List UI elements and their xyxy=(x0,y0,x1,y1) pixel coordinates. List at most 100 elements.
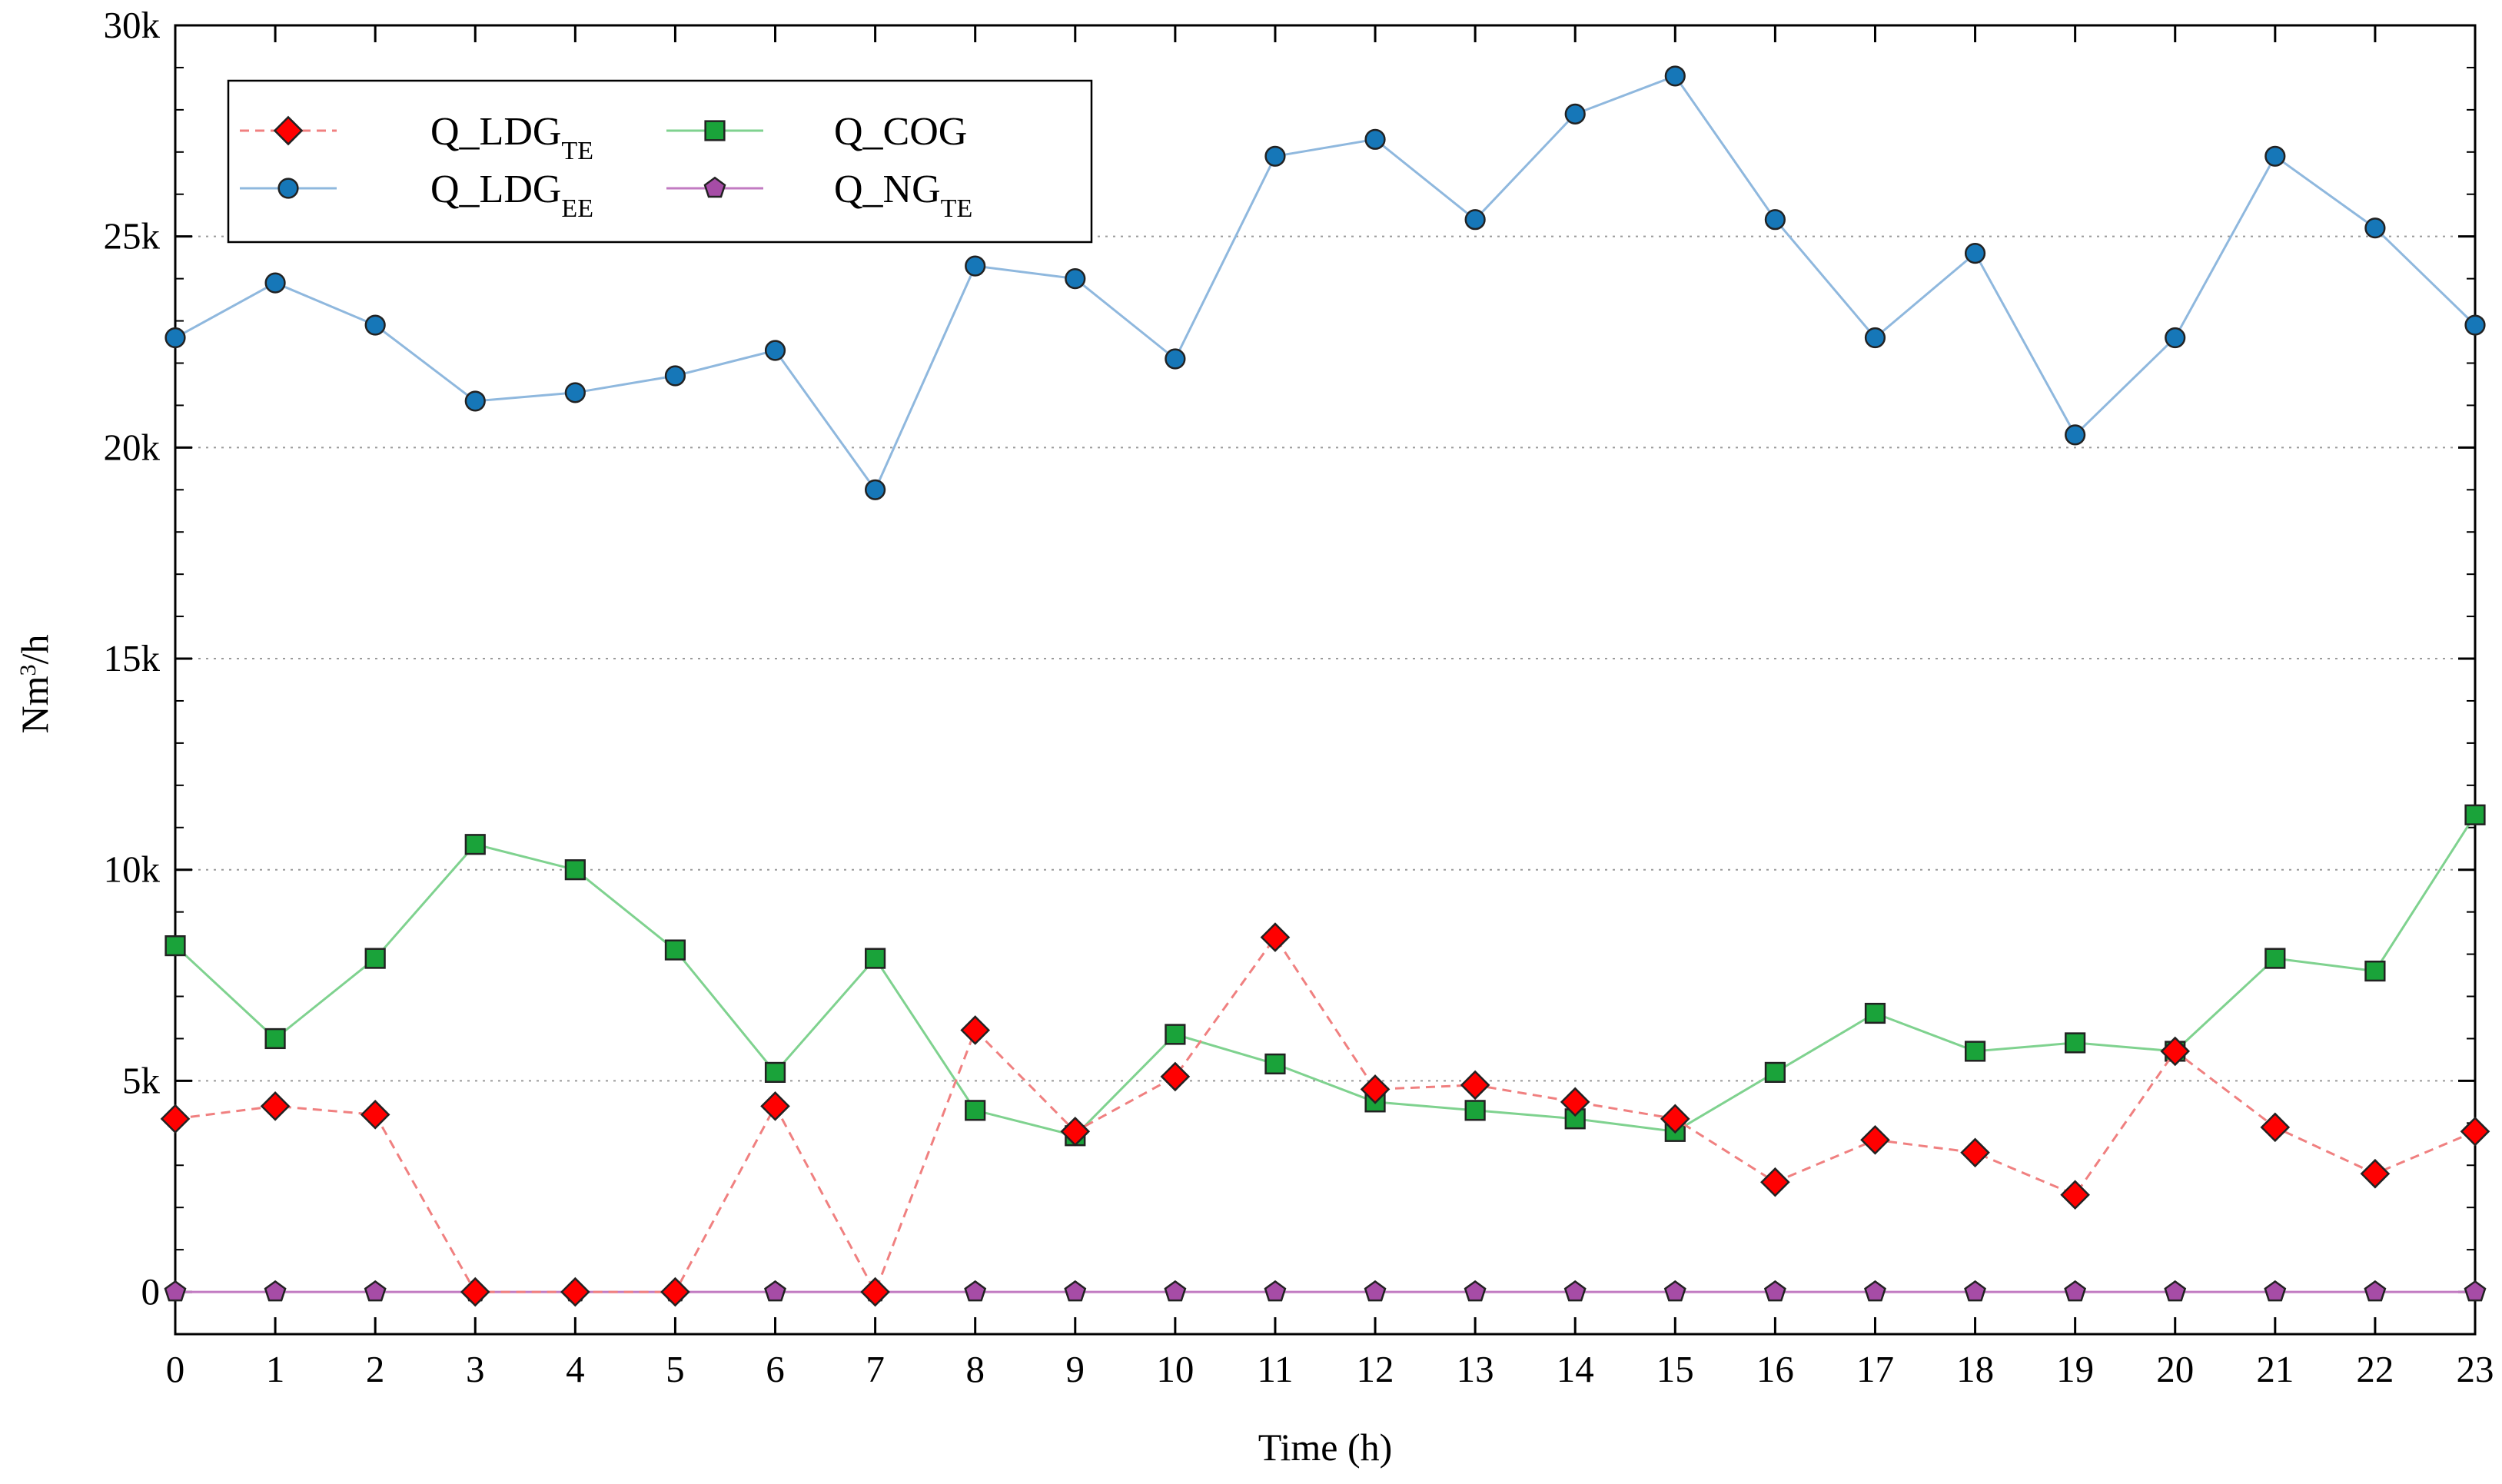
point-ldg_te xyxy=(1860,1124,1890,1155)
x-tick-label: 17 xyxy=(1856,1348,1894,1390)
x-tick-label: 4 xyxy=(566,1348,585,1390)
point-ng_te xyxy=(364,1280,387,1302)
point-ldg_te xyxy=(1660,1104,1690,1134)
point-ldg_te xyxy=(460,1277,490,1307)
y-axis-title-sup: 3 xyxy=(15,664,41,676)
x-tick-label: 14 xyxy=(1557,1348,1594,1390)
x-tick-label: 6 xyxy=(766,1348,785,1390)
point-ldg_te xyxy=(1260,922,1291,952)
point-ng_te xyxy=(1364,1280,1387,1302)
point-ldg_ee xyxy=(1464,209,1486,231)
x-tick-label: 5 xyxy=(666,1348,685,1390)
point-cog xyxy=(1964,1041,1986,1062)
point-ng_te xyxy=(2164,1280,2187,1302)
point-ng_te xyxy=(2064,1280,2087,1302)
legend-item-ng_te: Q_NGTE xyxy=(666,168,972,223)
x-tick-label: 22 xyxy=(2356,1348,2394,1390)
point-ldg_te xyxy=(2160,1036,2191,1067)
point-cog xyxy=(264,1028,286,1050)
point-cog xyxy=(1864,1002,1886,1024)
point-cog xyxy=(564,859,586,881)
x-tick-label: 8 xyxy=(965,1348,985,1390)
point-ng_te xyxy=(1563,1280,1587,1302)
legend-box xyxy=(227,79,1093,244)
plot-frame xyxy=(174,24,2477,1336)
legend-item-cog: Q_COG xyxy=(666,110,967,154)
series-cog xyxy=(164,804,2486,1147)
point-ldg_ee xyxy=(464,390,486,412)
point-cog xyxy=(164,935,186,957)
point-ng_te xyxy=(1064,1280,1087,1302)
y-tick-label: 30k xyxy=(104,4,161,46)
legend-item-ldg_ee: Q_LDGEE xyxy=(240,168,593,223)
point-cog xyxy=(664,939,686,961)
point-ldg_ee xyxy=(264,272,286,294)
point-ldg_te xyxy=(1960,1137,1990,1168)
point-ldg_te xyxy=(2260,1112,2291,1143)
point-ng_te xyxy=(2364,1280,2387,1302)
point-ng_te xyxy=(1964,1280,1986,1302)
point-ldg_ee xyxy=(865,479,886,500)
point-ng_te xyxy=(1864,1280,1886,1302)
x-tick-label: 15 xyxy=(1656,1348,1694,1390)
x-tick-label: 19 xyxy=(2056,1348,2094,1390)
x-tick-label: 21 xyxy=(2256,1348,2294,1390)
point-cog xyxy=(2264,948,2286,969)
point-ldg_ee xyxy=(2364,217,2386,239)
x-tick-label: 12 xyxy=(1357,1348,1394,1390)
x-tick-label: 7 xyxy=(866,1348,885,1390)
series-layer xyxy=(160,65,2490,1307)
point-ng_te xyxy=(764,1280,786,1302)
legend-label-name: Q_NG xyxy=(834,168,941,211)
point-ldg_ee xyxy=(2165,327,2186,349)
x-tick-label: 2 xyxy=(366,1348,385,1390)
x-tick-label: 0 xyxy=(166,1348,185,1390)
point-ldg_ee xyxy=(664,365,686,387)
series-ng_te xyxy=(164,1280,2487,1302)
point-ng_te xyxy=(1763,1280,1786,1302)
series-line-ldg_ee xyxy=(174,75,2477,493)
x-tick-label: 10 xyxy=(1156,1348,1194,1390)
legend-label-subscript: EE xyxy=(561,194,593,223)
point-ldg_te xyxy=(560,1277,590,1307)
point-ldg_te xyxy=(1460,1070,1490,1101)
point-ng_te xyxy=(1663,1280,1686,1302)
point-ldg_te xyxy=(1560,1087,1590,1117)
legend-swatch-marker xyxy=(703,176,726,198)
point-ldg_te xyxy=(260,1091,291,1121)
point-ldg_ee xyxy=(1165,348,1186,370)
point-ldg_te xyxy=(960,1015,991,1045)
point-ng_te xyxy=(964,1280,987,1302)
x-tick-label: 9 xyxy=(1066,1348,1085,1390)
y-axis-title-base: Nm xyxy=(13,676,56,733)
point-ldg_te xyxy=(860,1277,890,1307)
x-tick-label: 3 xyxy=(466,1348,485,1390)
x-tick-label: 13 xyxy=(1457,1348,1494,1390)
point-ldg_ee xyxy=(164,327,186,349)
point-ng_te xyxy=(1464,1280,1487,1302)
legend-swatch-marker xyxy=(704,120,726,141)
legend-label-subscript: TE xyxy=(561,137,593,165)
point-ldg_ee xyxy=(1764,209,1786,231)
point-ldg_te xyxy=(1060,1116,1091,1147)
point-cog xyxy=(2364,960,2386,982)
y-tick-label: 15k xyxy=(104,637,161,679)
series-ldg_te xyxy=(160,922,2490,1307)
x-axis-title: Time (h) xyxy=(1258,1426,1393,1469)
series-line-ldg_te xyxy=(174,935,2476,1295)
point-ng_te xyxy=(1164,1280,1187,1302)
y-axis-title: Nm3/h xyxy=(13,635,56,734)
y-tick-label: 5k xyxy=(122,1059,161,1101)
legend-label: Q_NGTE xyxy=(834,168,972,223)
point-ldg_te xyxy=(1160,1061,1191,1092)
point-cog xyxy=(1165,1024,1186,1045)
point-ldg_te xyxy=(1760,1167,1790,1197)
point-ng_te xyxy=(1264,1280,1287,1302)
point-cog xyxy=(1464,1100,1486,1121)
gridlines xyxy=(175,235,2475,1293)
point-ldg_ee xyxy=(2264,145,2286,167)
legend-label-name: Q_COG xyxy=(834,110,967,154)
x-tick-label: 23 xyxy=(2457,1348,2494,1390)
